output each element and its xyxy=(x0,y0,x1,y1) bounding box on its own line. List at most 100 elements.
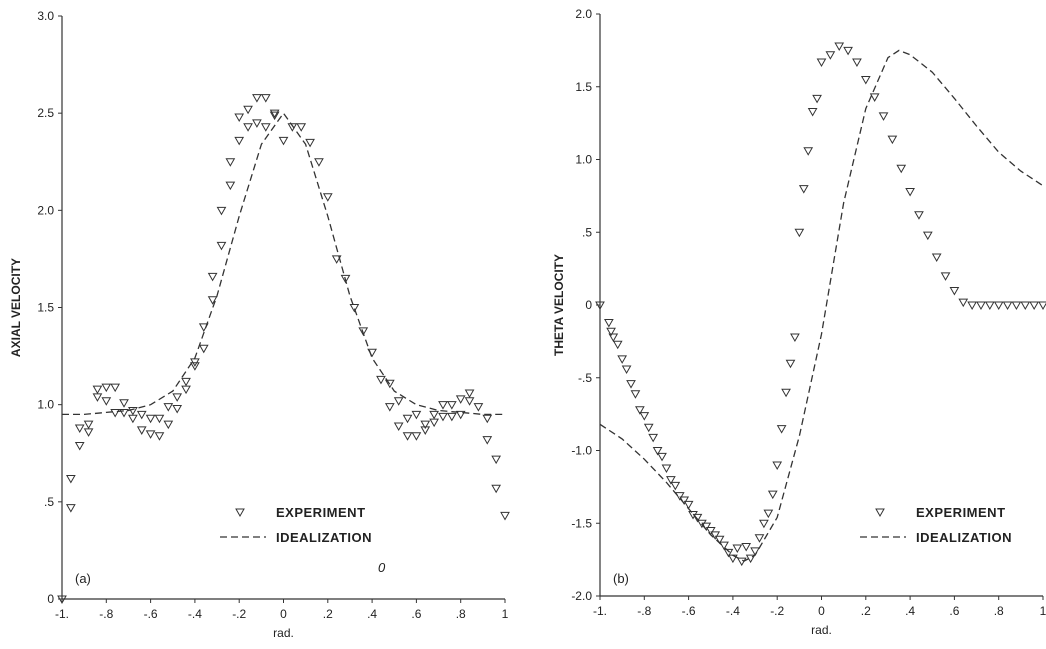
experiment-point xyxy=(732,544,743,553)
experiment-point xyxy=(260,94,271,103)
experiment-point xyxy=(905,188,915,197)
experiment-point xyxy=(402,414,413,424)
experiment-point xyxy=(65,504,76,513)
experiment-point xyxy=(741,543,752,552)
experiment-point xyxy=(243,123,253,132)
experiment-point xyxy=(340,274,351,284)
experiment-point xyxy=(745,554,756,564)
experiment-point xyxy=(446,412,457,422)
experiment-point xyxy=(411,432,422,441)
experiment-point xyxy=(714,535,725,545)
experiment-point xyxy=(119,399,129,408)
experiment-point xyxy=(958,298,969,308)
experiment-point xyxy=(322,193,333,202)
experiment-point xyxy=(639,412,650,421)
experiment-point xyxy=(252,119,262,128)
experiment-point xyxy=(852,58,862,68)
legend-idealization-label: IDEALIZATION xyxy=(916,530,1012,545)
experiment-point xyxy=(482,414,493,424)
y-tick-label: .5 xyxy=(44,495,54,509)
experiment-point xyxy=(83,428,94,437)
experiment-point xyxy=(101,383,112,393)
x-tick-label: .2 xyxy=(861,604,871,618)
experiment-point xyxy=(931,253,942,262)
experiment-point xyxy=(643,423,654,433)
experiment-point xyxy=(216,206,227,216)
x-tick-label: 0 xyxy=(280,607,287,621)
y-tick-label: 1.5 xyxy=(575,80,592,94)
experiment-point xyxy=(812,94,822,104)
experiment-point xyxy=(190,362,200,371)
x-tick-label: -.8 xyxy=(99,607,113,621)
experiment-point xyxy=(705,527,716,536)
y-tick-label: -1.0 xyxy=(571,444,592,458)
experiment-point xyxy=(798,185,809,194)
experiment-point xyxy=(296,123,307,132)
experiment-point xyxy=(657,452,667,462)
experiment-point xyxy=(65,475,76,484)
experiment-point xyxy=(278,136,289,146)
experiment-point xyxy=(772,461,783,471)
experiment-point xyxy=(993,301,1004,311)
experiment-point xyxy=(243,105,253,115)
x-tick-label: -1. xyxy=(593,604,607,618)
x-tick-label: -.8 xyxy=(637,604,651,618)
y-tick-label: 2.5 xyxy=(37,106,54,120)
experiment-point xyxy=(922,231,933,241)
experiment-point xyxy=(896,164,907,174)
y-tick-label: 1.5 xyxy=(37,301,54,315)
experiment-point xyxy=(759,519,769,529)
experiment-point xyxy=(305,138,315,148)
experiment-point xyxy=(393,422,404,432)
x-tick-label: .2 xyxy=(323,607,333,621)
x-tick-label: -.4 xyxy=(726,604,740,618)
experiment-point xyxy=(612,340,623,350)
x-tick-label: -.6 xyxy=(144,607,158,621)
experiment-point xyxy=(491,484,502,494)
legend-idealization-label: IDEALIZATION xyxy=(276,530,372,545)
experiment-point xyxy=(172,393,183,402)
experiment-point xyxy=(860,75,871,85)
experiment-point xyxy=(252,94,262,103)
experiment-point xyxy=(349,304,360,313)
experiment-point xyxy=(603,318,614,328)
y-tick-label: -1.5 xyxy=(571,516,592,530)
experiment-point xyxy=(692,513,703,523)
experiment-point xyxy=(595,301,605,311)
experiment-point xyxy=(234,113,245,123)
experiment-point xyxy=(438,401,448,410)
experiment-point xyxy=(635,406,645,415)
experiment-point xyxy=(128,414,138,424)
experiment-point xyxy=(402,432,413,441)
experiment-point xyxy=(1038,301,1046,311)
experiment-point xyxy=(260,123,271,132)
idealization-curve xyxy=(62,112,505,416)
panel-b: -1. -.8 -.6 -.4 -.2 0 .2 .4 .6 .8 1 -2.0 -1.5 -1.0 -.5… xyxy=(552,7,1046,637)
experiment-point xyxy=(411,410,422,420)
experiment-point xyxy=(225,181,236,191)
experiment-point xyxy=(110,408,121,418)
experiment-point xyxy=(92,393,103,402)
experiment-point xyxy=(83,420,94,430)
experiment-point xyxy=(674,492,685,501)
experiment-point xyxy=(207,296,218,305)
experiment-point xyxy=(145,430,156,439)
experiment-point xyxy=(617,355,628,364)
experiment-point xyxy=(234,136,245,146)
y-tick-label: -.5 xyxy=(578,371,592,385)
experiment-point xyxy=(949,286,960,296)
experiment-point xyxy=(976,301,986,311)
experiment-point xyxy=(776,425,787,434)
experiment-point xyxy=(763,509,774,519)
experiment-point xyxy=(697,519,707,529)
experiment-point xyxy=(887,135,898,145)
experiment-point xyxy=(358,327,369,336)
experiment-point xyxy=(438,412,448,422)
experiment-point xyxy=(136,410,147,420)
y-tick-label: 0 xyxy=(585,298,592,312)
experiment-point xyxy=(914,211,924,220)
experiment-point xyxy=(940,272,951,281)
experiment-point xyxy=(767,490,778,500)
x-tick-label: 0 xyxy=(818,604,825,618)
